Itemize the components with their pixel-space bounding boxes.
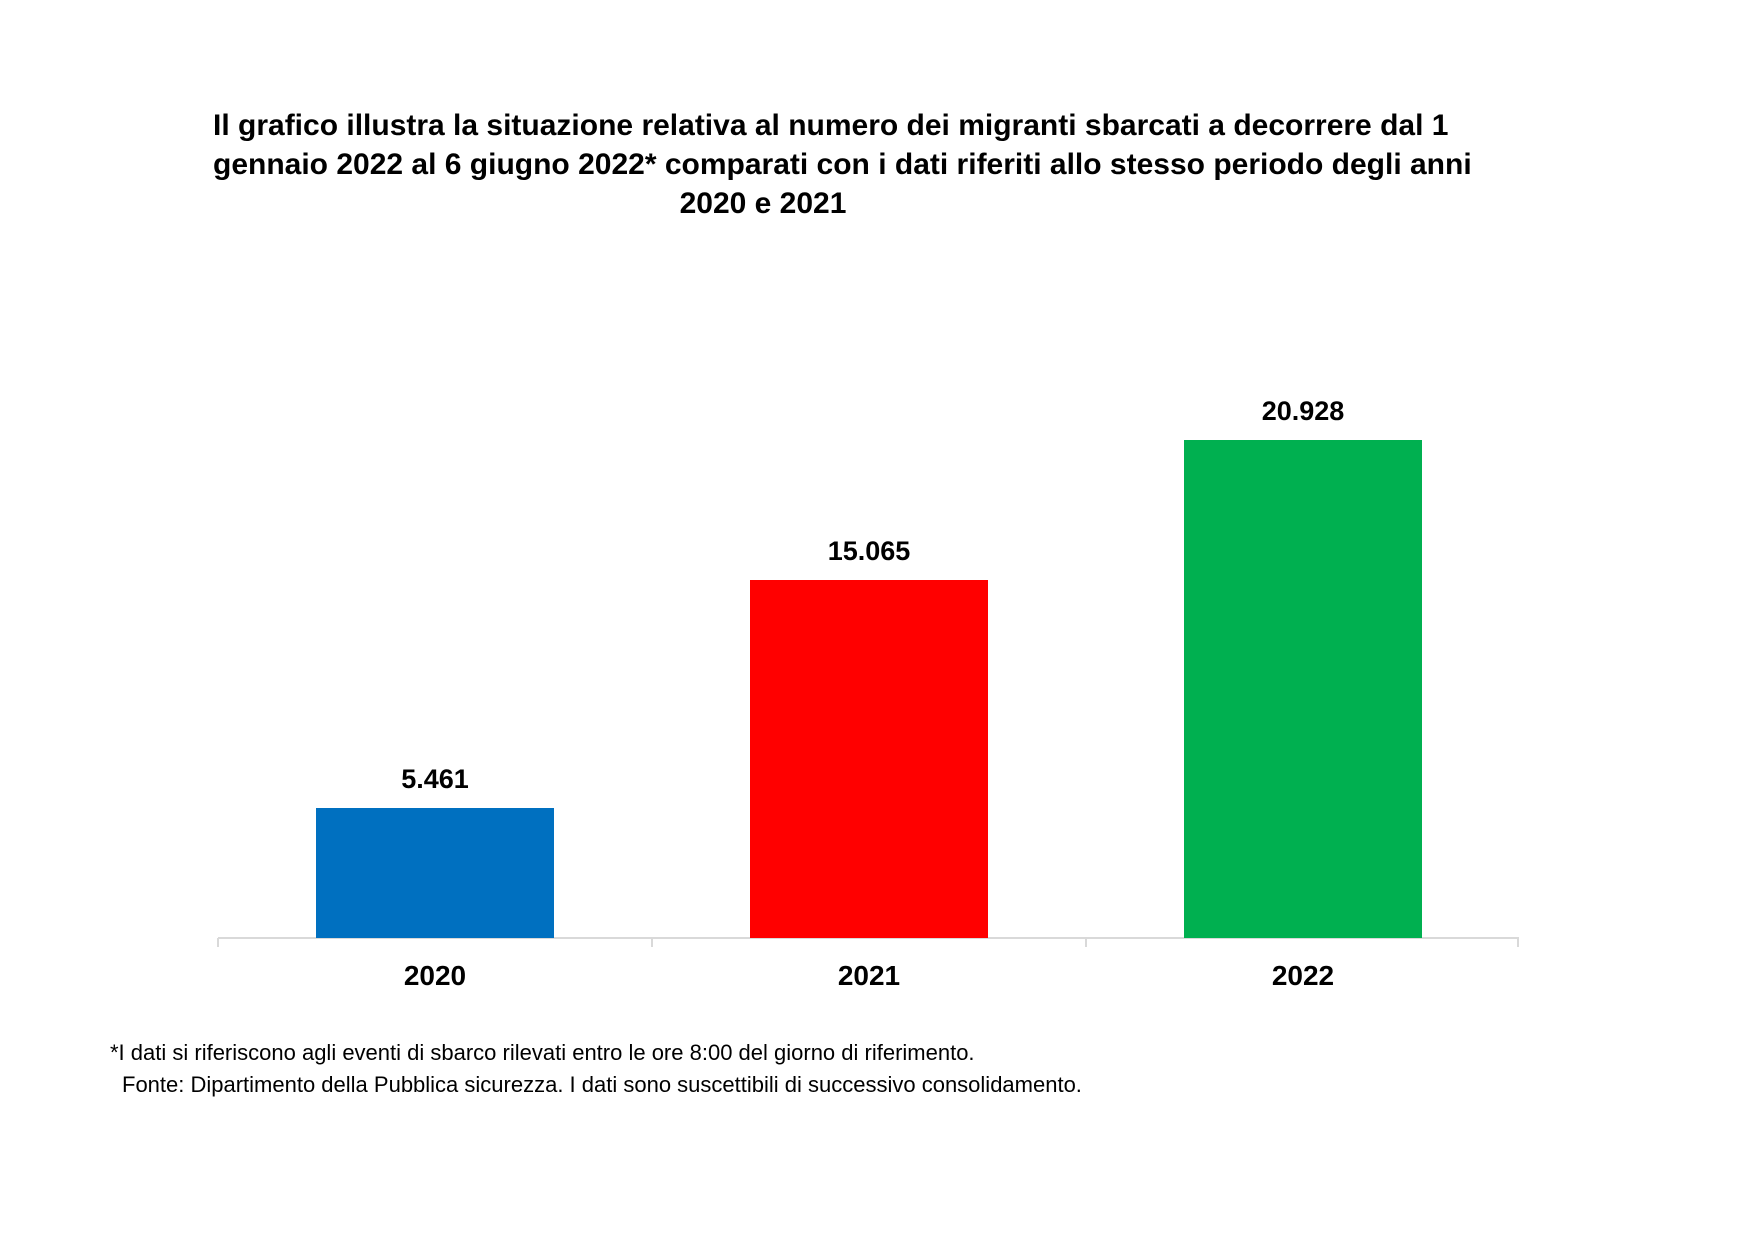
bar-value-label-2021: 15.065 [827, 536, 911, 566]
bar-group-2020: 5.461 [316, 764, 554, 938]
x-axis-label-2022: 2022 [1271, 960, 1335, 991]
x-axis-tick [217, 938, 219, 947]
footnote-asterisk: *I dati si riferiscono agli eventi di sb… [110, 1040, 975, 1065]
footnote-source: Fonte: Dipartimento della Pubblica sicur… [122, 1072, 1082, 1097]
x-axis-tick [651, 938, 653, 947]
chart-title: Il grafico illustra la situazione relati… [213, 106, 1472, 223]
x-axis-line [218, 937, 1519, 939]
x-axis-tick [1085, 938, 1087, 947]
bar-group-2021: 15.065 [750, 536, 988, 938]
bar-group-2022: 20.928 [1184, 396, 1422, 938]
bar-value-label-2022: 20.928 [1261, 396, 1345, 426]
x-axis-label-2020: 2020 [403, 960, 467, 991]
x-axis-label-2021: 2021 [837, 960, 901, 991]
bar-2021 [750, 580, 988, 938]
bar-2020 [316, 808, 554, 938]
chart-title-line-3: 2020 e 2021 [679, 187, 847, 220]
chart-title-line-1: Il grafico illustra la situazione relati… [213, 109, 1449, 142]
bar-2022 [1184, 440, 1422, 938]
chart-title-line-2: gennaio 2022 al 6 giugno 2022* comparati… [213, 148, 1472, 181]
bar-value-label-2020: 5.461 [401, 764, 469, 794]
x-axis-tick [1517, 938, 1519, 947]
